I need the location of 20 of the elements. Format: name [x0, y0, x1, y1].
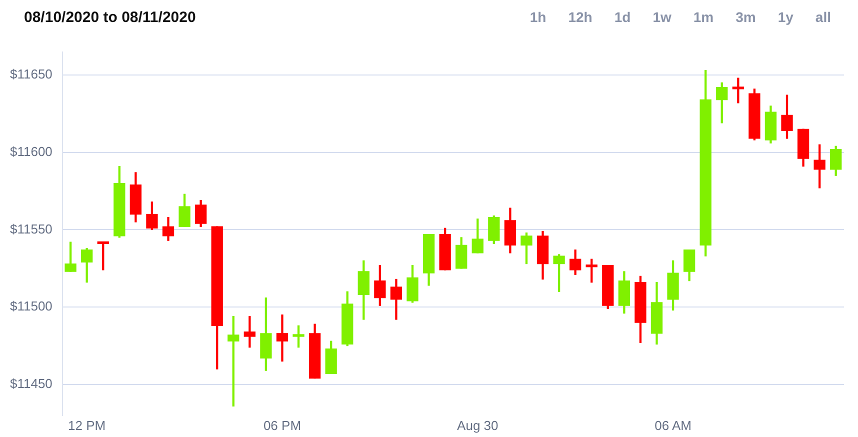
text: 12h [567, 8, 594, 27]
y-tick-label: $11650 [10, 66, 52, 82]
text: all [814, 8, 832, 27]
x-tick-label: 06 PM [263, 418, 302, 433]
y-tick-label: $11550 [10, 221, 52, 236]
candlestick [732, 78, 744, 104]
x-tick-label: 12 PM [68, 418, 106, 433]
y-tick-label: $11600 [10, 144, 52, 159]
text: 1w [652, 8, 672, 27]
text: 1m [692, 8, 715, 27]
text: 1y [776, 8, 794, 27]
x-tick-label: Aug 30 [457, 418, 498, 433]
candlestick [292, 325, 304, 348]
text: 3m [734, 8, 757, 27]
chart-title: 08/10/2020 to 08/11/2020 [24, 8, 196, 26]
text: 1d [613, 8, 632, 27]
y-tick-label: $11450 [10, 376, 52, 392]
y-tick-label: $11500 [10, 298, 52, 314]
x-tick-label: 06 AM [654, 418, 692, 433]
text: 1h [528, 8, 548, 27]
